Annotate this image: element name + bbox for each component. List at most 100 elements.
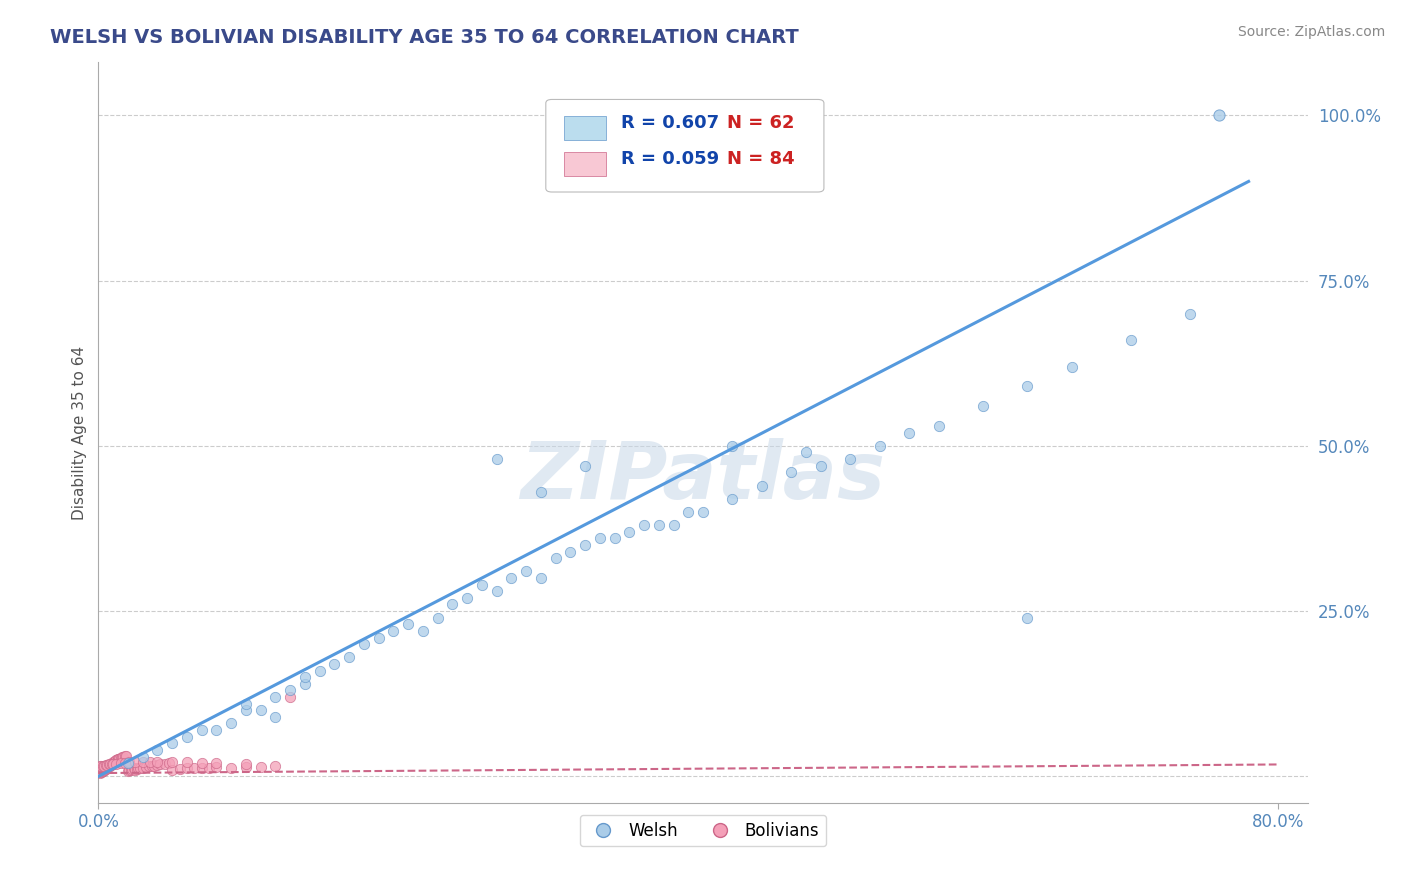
Bolivians — [143, 758, 166, 772]
Bolivians — [89, 759, 111, 773]
Bolivians — [146, 758, 169, 772]
Bolivians — [105, 754, 128, 768]
Welsh — [560, 544, 582, 558]
Welsh — [1178, 307, 1201, 321]
Bolivians — [105, 753, 128, 767]
Bolivians — [149, 757, 172, 772]
Bolivians — [117, 764, 139, 778]
Welsh — [633, 518, 655, 533]
Bolivians — [198, 761, 221, 775]
Bolivians — [139, 755, 162, 769]
FancyBboxPatch shape — [564, 152, 606, 176]
Bolivians — [183, 761, 205, 775]
Bolivians — [104, 754, 127, 768]
Welsh — [412, 624, 434, 638]
FancyBboxPatch shape — [564, 117, 606, 140]
Welsh — [898, 425, 921, 440]
Welsh — [530, 485, 553, 500]
Welsh — [530, 571, 553, 585]
Bolivians — [107, 752, 129, 766]
Welsh — [337, 650, 360, 665]
Bolivians — [96, 761, 118, 775]
Welsh — [485, 452, 508, 467]
Bolivians — [100, 756, 122, 771]
Bolivians — [124, 763, 146, 777]
Bolivians — [107, 752, 129, 766]
Welsh — [619, 524, 641, 539]
Welsh — [264, 690, 287, 704]
Welsh — [426, 611, 449, 625]
Text: N = 62: N = 62 — [727, 113, 794, 132]
Welsh — [751, 478, 773, 492]
Bolivians — [110, 756, 132, 771]
Text: WELSH VS BOLIVIAN DISABILITY AGE 35 TO 64 CORRELATION CHART: WELSH VS BOLIVIAN DISABILITY AGE 35 TO 6… — [51, 28, 799, 47]
Bolivians — [97, 758, 120, 772]
Bolivians — [118, 756, 141, 770]
Welsh — [396, 617, 419, 632]
Welsh — [501, 571, 523, 585]
Bolivians — [110, 751, 132, 765]
Bolivians — [249, 760, 271, 774]
Welsh — [721, 491, 744, 506]
Welsh — [323, 657, 346, 671]
Bolivians — [101, 756, 124, 771]
Bolivians — [146, 756, 169, 770]
Bolivians — [169, 762, 191, 776]
Bolivians — [124, 756, 146, 770]
Bolivians — [111, 750, 134, 764]
Welsh — [205, 723, 228, 737]
Welsh — [264, 710, 287, 724]
Bolivians — [108, 751, 131, 765]
Bolivians — [93, 764, 115, 778]
Bolivians — [118, 764, 141, 778]
Bolivians — [94, 762, 117, 776]
Welsh — [353, 637, 375, 651]
Welsh — [471, 577, 494, 591]
Bolivians — [100, 756, 122, 771]
Bolivians — [90, 765, 112, 780]
Welsh — [869, 439, 891, 453]
Welsh — [648, 518, 671, 533]
Bolivians — [135, 760, 157, 774]
Welsh — [146, 743, 169, 757]
Welsh — [603, 532, 626, 546]
Bolivians — [160, 755, 183, 769]
Bolivians — [90, 764, 112, 779]
Bolivians — [90, 759, 112, 773]
Welsh — [190, 723, 212, 737]
Bolivians — [205, 756, 228, 771]
Bolivians — [176, 761, 198, 775]
Bolivians — [131, 755, 153, 769]
Legend: Welsh, Bolivians: Welsh, Bolivians — [581, 815, 825, 847]
Bolivians — [264, 759, 287, 773]
Welsh — [780, 465, 803, 479]
Welsh — [810, 458, 832, 473]
Bolivians — [205, 760, 228, 774]
Bolivians — [91, 758, 114, 772]
Bolivians — [127, 761, 149, 775]
Text: N = 84: N = 84 — [727, 150, 794, 168]
Bolivians — [131, 761, 153, 775]
Bolivians — [121, 762, 143, 776]
Bolivians — [128, 761, 150, 775]
Welsh — [1017, 611, 1039, 625]
Text: R = 0.607: R = 0.607 — [621, 113, 718, 132]
Bolivians — [100, 757, 122, 772]
Welsh — [294, 670, 316, 684]
Welsh — [662, 518, 685, 533]
Bolivians — [176, 755, 198, 769]
Bolivians — [125, 762, 148, 776]
Text: Source: ZipAtlas.com: Source: ZipAtlas.com — [1237, 25, 1385, 39]
Welsh — [485, 584, 508, 599]
Bolivians — [101, 756, 124, 771]
Bolivians — [235, 760, 257, 774]
Welsh — [972, 399, 994, 413]
Welsh — [678, 505, 700, 519]
Welsh — [794, 445, 817, 459]
Bolivians — [89, 766, 111, 780]
Welsh — [456, 591, 478, 605]
Bolivians — [96, 760, 118, 774]
Welsh — [721, 439, 744, 453]
Bolivians — [91, 764, 114, 778]
Welsh — [574, 458, 596, 473]
